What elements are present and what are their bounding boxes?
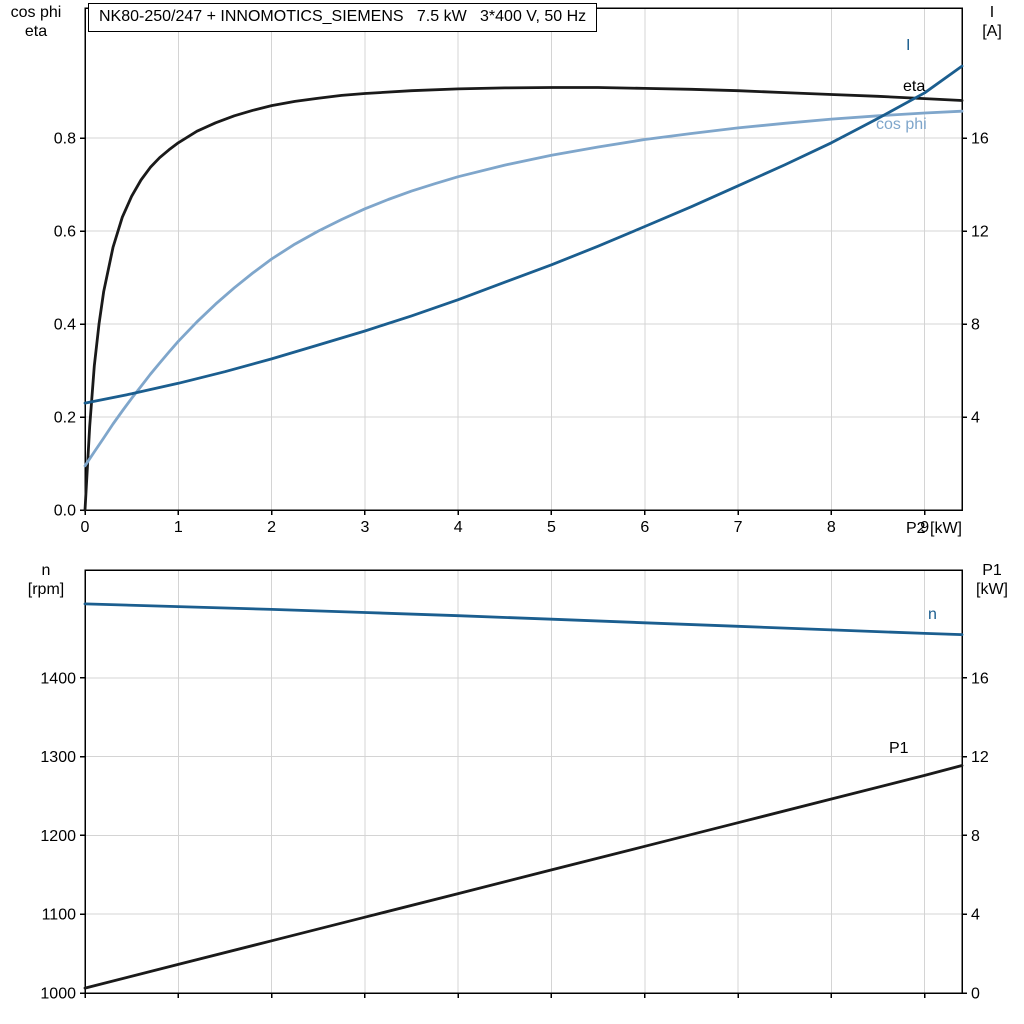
x-tick-label: 5 xyxy=(547,519,556,536)
right-tick-label: 8 xyxy=(971,317,980,334)
right-tick-label: 8 xyxy=(971,828,980,845)
curve-label-eta: eta xyxy=(903,78,926,95)
x-tick-label: 9 xyxy=(920,519,929,536)
right-tick-label: 12 xyxy=(971,749,989,766)
x-tick-label: 0 xyxy=(81,519,90,536)
left-tick-label: 1100 xyxy=(42,907,77,924)
right-tick-label: 0 xyxy=(971,986,980,1003)
curve-label-current: I xyxy=(906,37,911,54)
bottom-right-axis-title: P1 [kW] xyxy=(966,561,1018,599)
left-axis-title-line1: cos phi xyxy=(10,4,62,21)
right-axis-title-line2: [A] xyxy=(982,23,1002,40)
right-tick-label: 4 xyxy=(971,907,980,924)
x-tick-label: 8 xyxy=(827,519,836,536)
speed-axis-title-line2: [rpm] xyxy=(27,581,65,598)
right-tick-label: 16 xyxy=(971,670,989,687)
left-tick-label: 1400 xyxy=(40,670,76,687)
left-tick-label: 1000 xyxy=(40,986,76,1003)
right-tick-label: 16 xyxy=(971,131,989,148)
left-tick-label: 0.2 xyxy=(54,410,76,427)
left-tick-label: 0.0 xyxy=(54,503,76,520)
curve-n xyxy=(83,602,964,636)
x-tick-label: 7 xyxy=(734,519,743,536)
speed-axis-title-line1: n xyxy=(41,562,51,579)
x-tick-label: 2 xyxy=(267,519,276,536)
x-tick-label: 1 xyxy=(174,519,183,536)
right-axis-title-line1: I xyxy=(989,4,995,21)
curve-P1 xyxy=(83,764,964,990)
left-tick-label: 0.4 xyxy=(54,317,76,334)
x-axis-label-p2: P2 [kW] xyxy=(905,520,962,537)
bottom-left-axis-title: n [rpm] xyxy=(14,561,78,599)
curve-eta xyxy=(83,86,964,512)
left-tick-label: 1200 xyxy=(40,828,76,845)
x-tick-label: 6 xyxy=(640,519,649,536)
left-tick-label: 0.8 xyxy=(54,131,76,148)
x-tick-label: 4 xyxy=(454,519,463,536)
top-left-axis-title: cos phi eta xyxy=(4,3,68,41)
curve-cos-phi xyxy=(83,109,964,468)
curve-label-speed: n xyxy=(928,606,937,623)
plot-frame xyxy=(84,569,963,994)
x-tick-label: 3 xyxy=(360,519,369,536)
curve-label-p1: P1 xyxy=(889,740,909,757)
left-tick-label: 0.6 xyxy=(54,224,76,241)
power-axis-title-line2: [kW] xyxy=(976,581,1008,598)
chart-title: NK80-250/247 + INNOMOTICS_SIEMENS 7.5 kW… xyxy=(88,3,598,32)
curve-I xyxy=(83,64,964,405)
right-tick-label: 12 xyxy=(971,224,989,241)
plot-frame xyxy=(84,7,963,511)
left-axis-title-line2: eta xyxy=(24,23,48,40)
right-tick-label: 4 xyxy=(971,410,980,427)
left-tick-label: 1300 xyxy=(40,749,76,766)
power-axis-title-line1: P1 xyxy=(982,562,1002,579)
top-right-axis-title: I [A] xyxy=(966,3,1018,41)
curve-label-cosphi: cos phi xyxy=(876,116,927,133)
